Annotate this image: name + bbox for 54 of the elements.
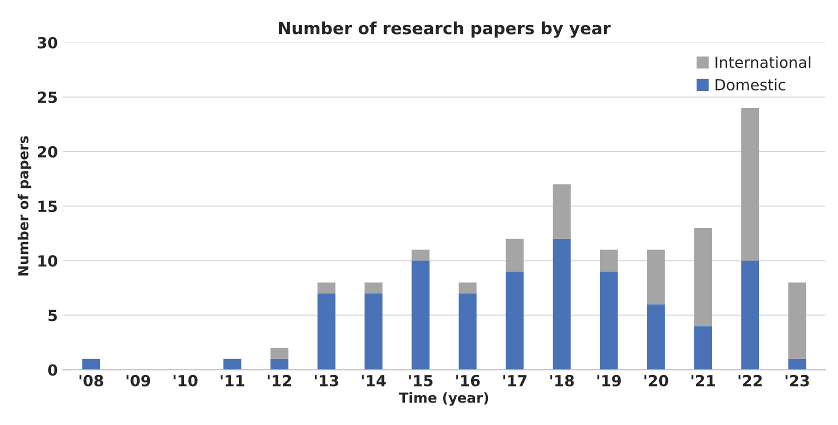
bar [364,293,382,370]
bar [600,272,618,370]
x-tick-label: '13 [314,374,338,386]
bar [412,250,430,261]
bar [318,293,336,370]
x-tick-label: '23 [786,374,809,386]
x-tick-label: '15 [409,375,433,386]
bar [741,260,760,370]
bar [318,282,336,294]
bar [412,260,430,370]
x-tick-label: '20 [644,374,668,386]
x-axis-title: Time (year) [399,392,488,406]
bar [364,282,382,294]
x-tick-label: '17 [503,375,527,386]
bar [741,108,760,261]
bar [552,238,571,370]
y-tick-label: 10 [38,255,58,267]
x-tick-label: '21 [692,374,715,386]
bar [270,358,288,370]
legend-label: Domestic [716,78,786,90]
x-tick-label: '18 [550,374,574,386]
bar [647,250,665,304]
bar [694,228,712,326]
bar [600,250,618,272]
y-axis-title: Number of papers [18,136,32,276]
x-tick-label: '16 [456,374,480,386]
x-tick-label: '08 [80,374,104,386]
bar [270,348,288,359]
bar [458,293,477,370]
bar [694,326,712,370]
bar [506,272,524,370]
y-tick-label: 5 [48,310,57,322]
bar [647,304,665,370]
y-tick-label: 30 [38,36,58,49]
bar [788,358,806,370]
legend-label: International [716,56,810,68]
x-tick-label: '11 [220,375,244,386]
bar [223,358,242,370]
bar [552,184,571,239]
x-tick-label: '09 [126,374,150,386]
x-tick-label: '22 [738,374,762,386]
bar [458,282,477,294]
x-tick-label: '10 [174,374,198,386]
bar [506,238,524,272]
chart-title: Number of research papers by year [279,22,611,38]
y-tick-label: 20 [38,146,58,158]
x-tick-label: '19 [597,374,621,386]
x-tick-label: '14 [362,375,386,386]
bar [788,282,806,359]
y-tick-label: 25 [38,92,57,104]
x-tick-label: '12 [268,374,292,386]
y-tick-label: 0 [48,364,58,376]
y-tick-label: 15 [38,200,57,212]
bar [82,358,100,370]
